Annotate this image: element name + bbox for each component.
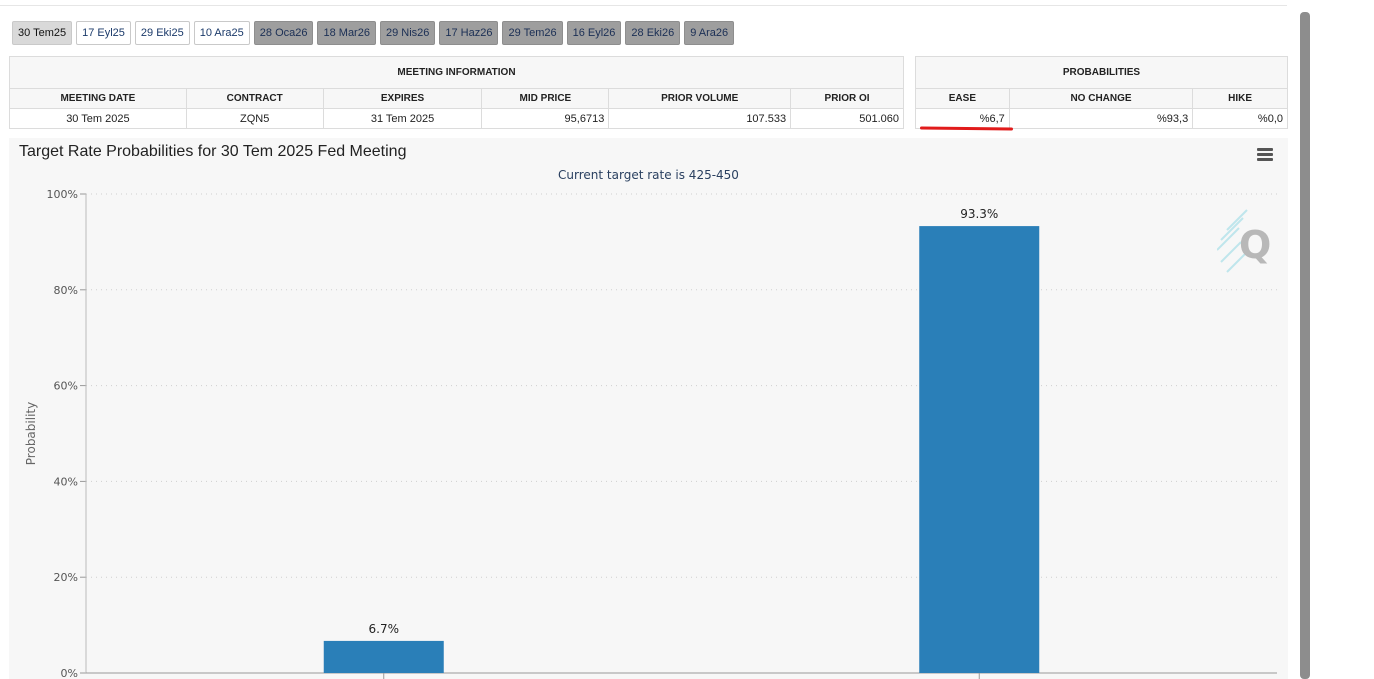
- col-contract: CONTRACT: [185, 88, 324, 109]
- cell-ease: %6,7: [915, 108, 1010, 129]
- tab-meeting-10[interactable]: 28 Eki26: [625, 21, 681, 45]
- bar-0: [323, 640, 444, 673]
- chart-container: 0% 20% 40% 60% 80% 100% Probability 6.7% 93.3% T…: [9, 138, 1288, 679]
- tab-meeting-5[interactable]: 18 Mar26: [317, 21, 376, 45]
- cell-expires: 31 Tem 2025: [322, 108, 483, 129]
- col-prior-oi: PRIOR OI: [790, 88, 904, 109]
- svg-text:Q: Q: [1239, 223, 1271, 267]
- cell-hike: %0,0: [1192, 108, 1288, 129]
- table-row: 30 Tem 2025 ZQN5 31 Tem 2025 95,6713 107…: [9, 108, 904, 129]
- cell-no-change: %93,3: [1008, 108, 1194, 129]
- cell-meeting-date: 30 Tem 2025: [9, 108, 187, 129]
- table-row: %6,7 %93,3 %0,0: [915, 108, 1288, 129]
- meeting-information-heading: MEETING INFORMATION: [9, 56, 904, 89]
- vertical-scrollbar[interactable]: [1300, 12, 1310, 679]
- y-tick-label: 100%: [47, 188, 78, 201]
- chart-subtitle: Current target rate is 425-450: [558, 168, 739, 182]
- cell-prior-oi: 501.060: [790, 108, 904, 129]
- y-axis-label: Probability: [24, 402, 38, 465]
- y-tick-label: 40%: [54, 475, 78, 488]
- tab-meeting-6[interactable]: 29 Nis26: [379, 21, 436, 45]
- tab-meeting-4[interactable]: 28 Oca26: [253, 21, 314, 45]
- data-label-1: 93.3%: [960, 207, 998, 221]
- data-label-0: 6.7%: [369, 622, 400, 636]
- chart-title: Target Rate Probabilities for 30 Tem 202…: [19, 143, 407, 160]
- col-expires: EXPIRES: [322, 88, 483, 109]
- cell-prior-volume: 107.533: [608, 108, 792, 129]
- hamburger-icon[interactable]: [1257, 148, 1273, 162]
- probabilities-heading: PROBABILITIES: [915, 56, 1288, 89]
- tab-meeting-9[interactable]: 16 Eyl26: [566, 21, 622, 45]
- col-mid-price: MID PRICE: [481, 88, 610, 109]
- tab-meeting-1[interactable]: 17 Eyl25: [76, 21, 131, 45]
- col-hike: HIKE: [1192, 88, 1288, 109]
- y-tick-label: 20%: [54, 571, 78, 584]
- tab-meeting-2[interactable]: 29 Eki25: [134, 21, 190, 45]
- y-tick-label: 80%: [54, 284, 78, 297]
- cell-mid-price: 95,6713: [481, 108, 610, 129]
- meeting-date-tabs: 30 Tem25 17 Eyl25 29 Eki25 10 Ara25 28 Oca26…: [12, 21, 735, 45]
- col-no-change: NO CHANGE: [1008, 88, 1194, 109]
- tab-meeting-3[interactable]: 10 Ara25: [193, 21, 250, 45]
- red-underline-annotation: [919, 126, 1014, 131]
- probability-bar-chart: 0% 20% 40% 60% 80% 100% Probability 6.7% 93.3%: [24, 188, 1277, 679]
- tab-meeting-8[interactable]: 29 Tem26: [502, 21, 563, 45]
- col-meeting-date: MEETING DATE: [9, 88, 187, 109]
- tab-meeting-0[interactable]: 30 Tem25: [12, 21, 73, 45]
- col-ease: EASE: [915, 88, 1010, 109]
- cell-contract: ZQN5: [185, 108, 324, 129]
- probabilities-table: PROBABILITIES EASE NO CHANGE HIKE %6,7 %…: [915, 56, 1288, 129]
- bar-1: [919, 226, 1040, 673]
- y-tick-label: 0%: [61, 667, 78, 679]
- tab-meeting-7[interactable]: 17 Haz26: [439, 21, 499, 45]
- col-prior-volume: PRIOR VOLUME: [608, 88, 792, 109]
- top-divider: [0, 5, 1287, 6]
- y-tick-label: 60%: [54, 380, 78, 393]
- tab-meeting-11[interactable]: 9 Ara26: [684, 21, 735, 45]
- meeting-information-table: MEETING INFORMATION MEETING DATE CONTRAC…: [9, 56, 904, 129]
- q-logo-watermark-icon: Q: [1217, 209, 1271, 273]
